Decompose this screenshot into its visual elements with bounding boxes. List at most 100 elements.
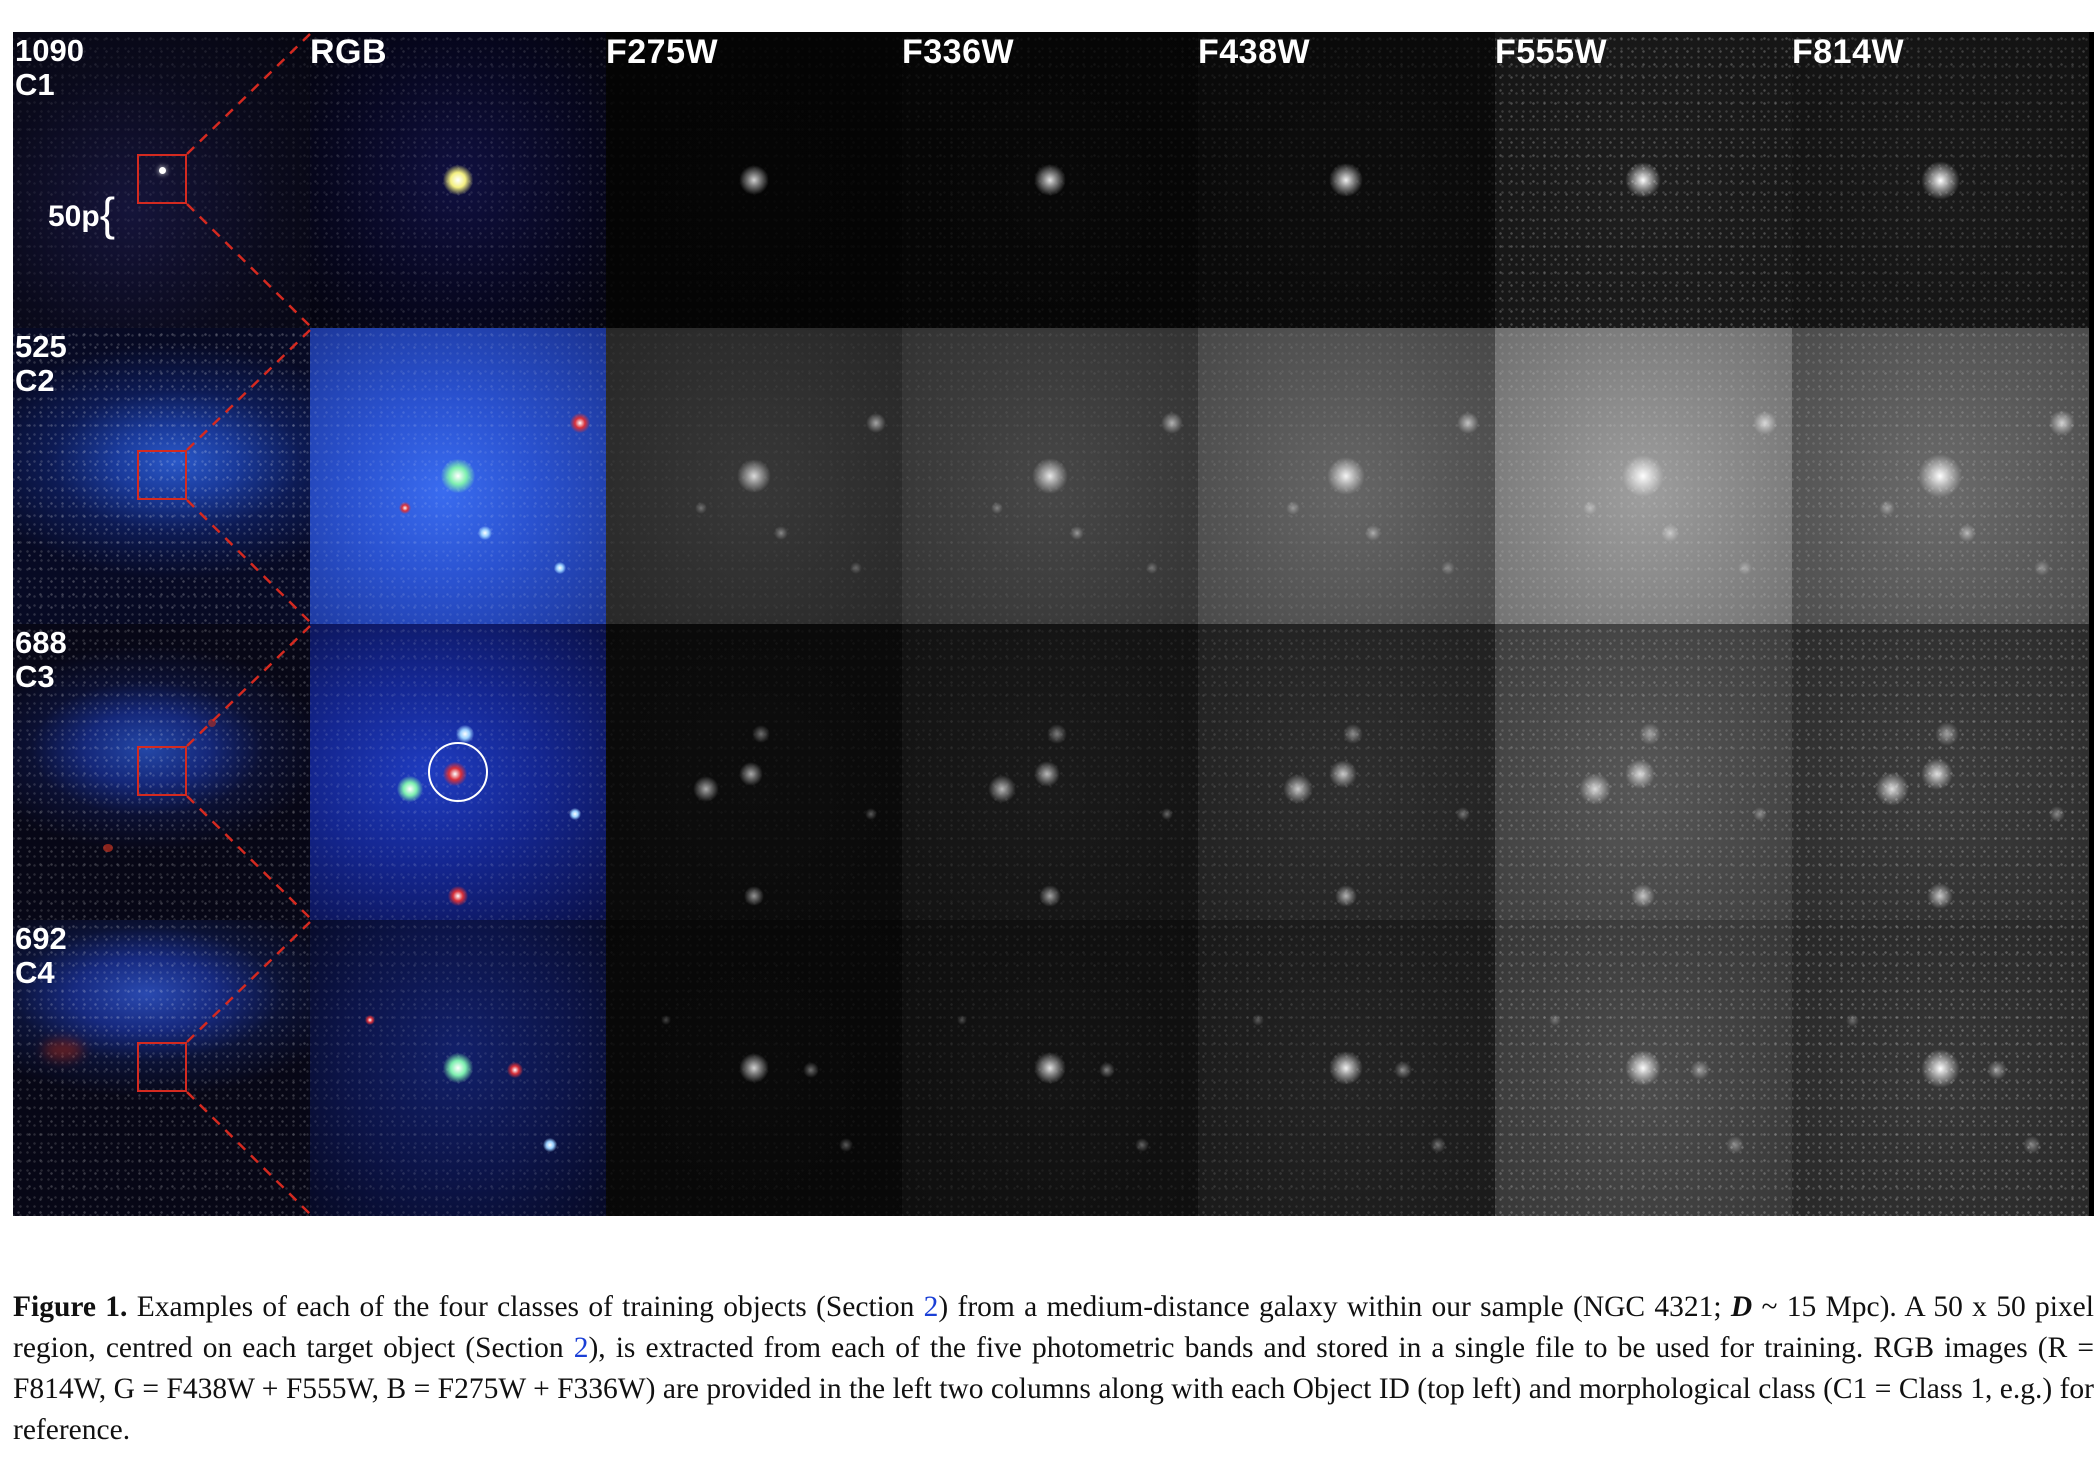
source-blob — [1622, 455, 1664, 497]
source-blob — [2022, 1135, 2042, 1155]
band-cutout — [606, 32, 903, 328]
source-blob — [839, 1138, 853, 1152]
row-label-3: 688 C3 — [15, 626, 67, 694]
source-blob — [1690, 1060, 1710, 1080]
band-cutout — [1792, 920, 2089, 1216]
source-blob — [1582, 500, 1598, 516]
row-label-4: 692 C4 — [15, 922, 67, 990]
source-blob — [1134, 1137, 1150, 1153]
source-blob — [1430, 1137, 1446, 1153]
morph-class: C4 — [15, 955, 55, 990]
source-blob — [1329, 760, 1357, 788]
source-blob — [693, 776, 719, 802]
source-blob — [478, 526, 492, 540]
band-cutout — [1495, 624, 1792, 920]
source-blob — [1145, 561, 1159, 575]
source-blob — [739, 165, 769, 195]
rgb-cutout — [310, 920, 607, 1216]
source-blob — [1752, 806, 1768, 822]
source-blob — [1326, 456, 1366, 496]
scale-indicator: 50p{ — [48, 188, 116, 240]
source-blob — [737, 459, 771, 493]
source-blob — [570, 413, 590, 433]
source-blob — [744, 886, 764, 906]
source-blob — [1328, 162, 1364, 198]
source-blob — [1845, 1013, 1859, 1027]
source-blob — [1630, 883, 1656, 909]
band-label-f555w: F555W — [1495, 33, 1608, 71]
source-blob — [1920, 1048, 1960, 1088]
zoom-region-box — [137, 154, 187, 204]
source-blob — [1286, 501, 1300, 515]
object-id: 692 — [15, 921, 67, 956]
source-blob — [1161, 412, 1183, 434]
section-link[interactable]: 2 — [573, 1332, 589, 1364]
section-link[interactable]: 2 — [923, 1291, 939, 1323]
band-cutout — [1792, 32, 2089, 328]
source-blob — [1334, 884, 1358, 908]
band-cutout — [1198, 624, 1495, 920]
source-blob — [1034, 1052, 1066, 1084]
source-blob — [456, 725, 474, 743]
source-blob — [1624, 1049, 1662, 1087]
band-cutout — [606, 624, 903, 920]
source-blob — [1921, 758, 1953, 790]
source-blob — [752, 725, 770, 743]
object-id: 1090 — [15, 33, 84, 68]
source-blob — [1624, 161, 1662, 199]
source-blob — [1098, 1061, 1116, 1079]
band-cutout — [1792, 624, 2089, 920]
morph-class: C2 — [15, 363, 55, 398]
source-blob — [1986, 1059, 2008, 1081]
rgb-cutout — [310, 624, 607, 920]
source-blob — [1160, 807, 1174, 821]
source-blob — [1579, 773, 1611, 805]
source-blob — [1957, 523, 1977, 543]
source-blob — [803, 1062, 819, 1078]
band-cutout — [902, 32, 1199, 328]
source-blob — [1661, 524, 1679, 542]
source-blob — [1034, 761, 1060, 787]
source-blob — [1393, 1060, 1413, 1080]
source-blob — [1625, 759, 1655, 789]
figure-caption: Figure 1. Examples of each of the four c… — [13, 1291, 2094, 1446]
rgb-cutout — [310, 32, 607, 328]
band-cutout — [1495, 328, 1792, 624]
zoom-region-box — [137, 1042, 187, 1092]
zoom-region-box — [137, 450, 187, 500]
band-cutout — [902, 920, 1199, 1216]
source-blob — [2034, 560, 2050, 576]
morph-class: C1 — [15, 67, 55, 102]
row-label-1: 1090 C1 — [15, 34, 84, 102]
band-cutout — [902, 328, 1199, 624]
source-blob — [865, 808, 877, 820]
band-cutout — [1792, 328, 2089, 624]
source-blob — [443, 1053, 473, 1083]
band-cutout — [1495, 32, 1792, 328]
source-blob — [739, 1053, 769, 1083]
source-blob — [554, 562, 566, 574]
band-label-f275w: F275W — [606, 33, 719, 71]
source-blob — [739, 762, 763, 786]
band-label-f438w: F438W — [1198, 33, 1311, 71]
band-cutout — [1495, 920, 1792, 1216]
source-blob — [1342, 723, 1364, 745]
rgb-cutout — [310, 328, 607, 624]
source-blob — [1920, 160, 1960, 200]
source-blob — [2049, 806, 2065, 822]
source-blob — [1917, 453, 1963, 499]
band-label-f336w: F336W — [902, 33, 1015, 71]
source-blob — [1639, 723, 1661, 745]
band-cutout — [606, 920, 903, 1216]
source-blob — [1879, 500, 1895, 516]
source-blob — [774, 526, 788, 540]
band-cutout — [1198, 328, 1495, 624]
source-blob — [1328, 1050, 1364, 1086]
source-blob — [1726, 1136, 1744, 1154]
row-label-2: 525 C2 — [15, 330, 67, 398]
source-blob — [507, 1062, 523, 1078]
source-blob — [866, 413, 886, 433]
source-blob — [1252, 1014, 1264, 1026]
source-blob — [956, 1014, 968, 1026]
source-blob — [850, 562, 862, 574]
